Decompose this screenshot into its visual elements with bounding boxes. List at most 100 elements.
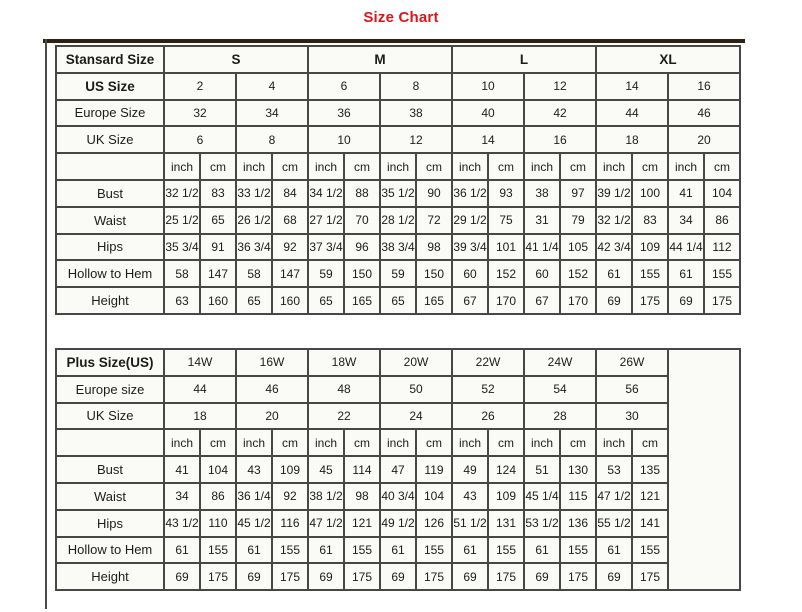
value-cell: 38 1/2 [307,481,345,511]
value-cell: 69 [235,562,273,592]
value-cell: 20 [667,125,741,155]
value-cell: 43 [451,481,489,511]
value-cell: 147 [199,259,237,289]
value-cell: 52 [451,374,525,404]
table-row: Plus Size(US) 14W 16W 18W 20W 22W 24W 26W [55,347,741,592]
value-cell: 47 1/2 [595,481,633,511]
value-cell: 34 1/2 [307,178,345,208]
empty-corner-cell [55,428,165,458]
value-cell: cm [343,152,381,181]
value-cell: 121 [343,508,381,538]
value-cell: 8 [235,125,309,155]
value-cell: 10 [307,125,381,155]
value-cell: 6 [163,125,237,155]
value-cell: 39 3/4 [451,232,489,262]
table-row: Hips 43 1/2 110 45 1/2 116 47 1/2 121 49 1/2 126… [55,508,740,538]
row-label-waist: Waist [55,481,165,511]
value-cell: 61 [163,535,201,565]
value-cell: 63 [163,286,201,315]
value-cell: 83 [199,178,237,208]
value-cell: cm [415,428,453,458]
value-cell: 40 [451,98,525,128]
value-cell: 155 [415,535,453,565]
value-cell: 69 [667,286,705,315]
empty-tail-cell [667,347,741,592]
value-cell: 109 [487,481,525,511]
value-cell: 43 1/2 [163,508,201,538]
value-cell: 26 1/2 [235,205,273,235]
value-cell: 101 [487,232,525,262]
value-cell: 104 [415,481,453,511]
value-cell: 70 [343,205,381,235]
value-cell: inch [451,428,489,458]
value-cell: cm [271,428,309,458]
value-cell: cm [631,152,669,181]
value-cell: 45 [307,455,345,484]
value-cell: 46 [235,374,309,404]
value-cell: 20 [235,401,309,431]
value-cell: 61 [667,259,705,289]
value-cell: 55 1/2 [595,508,633,538]
value-cell: 109 [271,455,309,484]
value-cell: 49 1/2 [379,508,417,538]
plus-size-header: Plus Size(US) [55,348,165,377]
value-cell: 42 3/4 [595,232,633,262]
row-label-uk-size: UK Size [55,401,165,431]
table-row: inch cm inch cm inch cm inch cm inch cm inch cm inch… [55,152,741,181]
value-cell: inch [235,428,273,458]
value-cell: cm [271,152,309,181]
value-cell: 54 [523,374,597,404]
value-cell: 43 [235,455,273,484]
value-cell: 170 [487,286,525,315]
size-group-l: L [451,45,597,74]
value-cell: inch [595,428,633,458]
standard-size-header: Stansard Size [55,45,165,74]
value-cell: 150 [415,259,453,289]
value-cell: 152 [487,259,525,289]
value-cell: 155 [559,535,597,565]
top-rule-line [43,39,745,43]
value-cell: 136 [559,508,597,538]
value-cell: 155 [199,535,237,565]
value-cell: 175 [271,562,309,592]
value-cell: 47 1/2 [307,508,345,538]
table-row: UK Size 18 20 22 24 26 28 30 [55,401,740,431]
value-cell: 69 [379,562,417,592]
value-cell: 51 [523,455,561,484]
table-row: Height 69 175 69 175 69 175 69 175 69 175 69 175 69 17… [55,562,740,592]
value-cell: 175 [343,562,381,592]
value-cell: 39 1/2 [595,178,633,208]
value-cell: 175 [415,562,453,592]
value-cell: 25 1/2 [163,205,201,235]
value-cell: 92 [271,481,309,511]
row-label-waist: Waist [55,205,165,235]
value-cell: inch [235,152,273,181]
value-cell: 65 [307,286,345,315]
value-cell: 65 [235,286,273,315]
value-cell: 69 [163,562,201,592]
value-cell: 61 [379,535,417,565]
value-cell: 165 [415,286,453,315]
value-cell: 51 1/2 [451,508,489,538]
value-cell: 46 [667,98,741,128]
value-cell: 59 [379,259,417,289]
value-cell: 155 [343,535,381,565]
value-cell: inch [163,428,201,458]
standard-size-table: Stansard Size S M L XL US Size 2 4 6 8 10 12 14 16 Eur… [55,45,741,315]
table-row: Stansard Size S M L XL [55,45,741,74]
value-cell: 67 [451,286,489,315]
value-cell: 130 [559,455,597,484]
value-cell: 36 3/4 [235,232,273,262]
value-cell: 32 1/2 [595,205,633,235]
value-cell: 20W [379,348,453,377]
value-cell: 50 [379,374,453,404]
value-cell: 61 [523,535,561,565]
value-cell: inch [379,428,417,458]
value-cell: 61 [235,535,273,565]
value-cell: inch [595,152,633,181]
value-cell: inch [667,152,705,181]
value-cell: 38 [379,98,453,128]
value-cell: 155 [631,259,669,289]
value-cell: 91 [199,232,237,262]
value-cell: 16 [667,71,741,101]
